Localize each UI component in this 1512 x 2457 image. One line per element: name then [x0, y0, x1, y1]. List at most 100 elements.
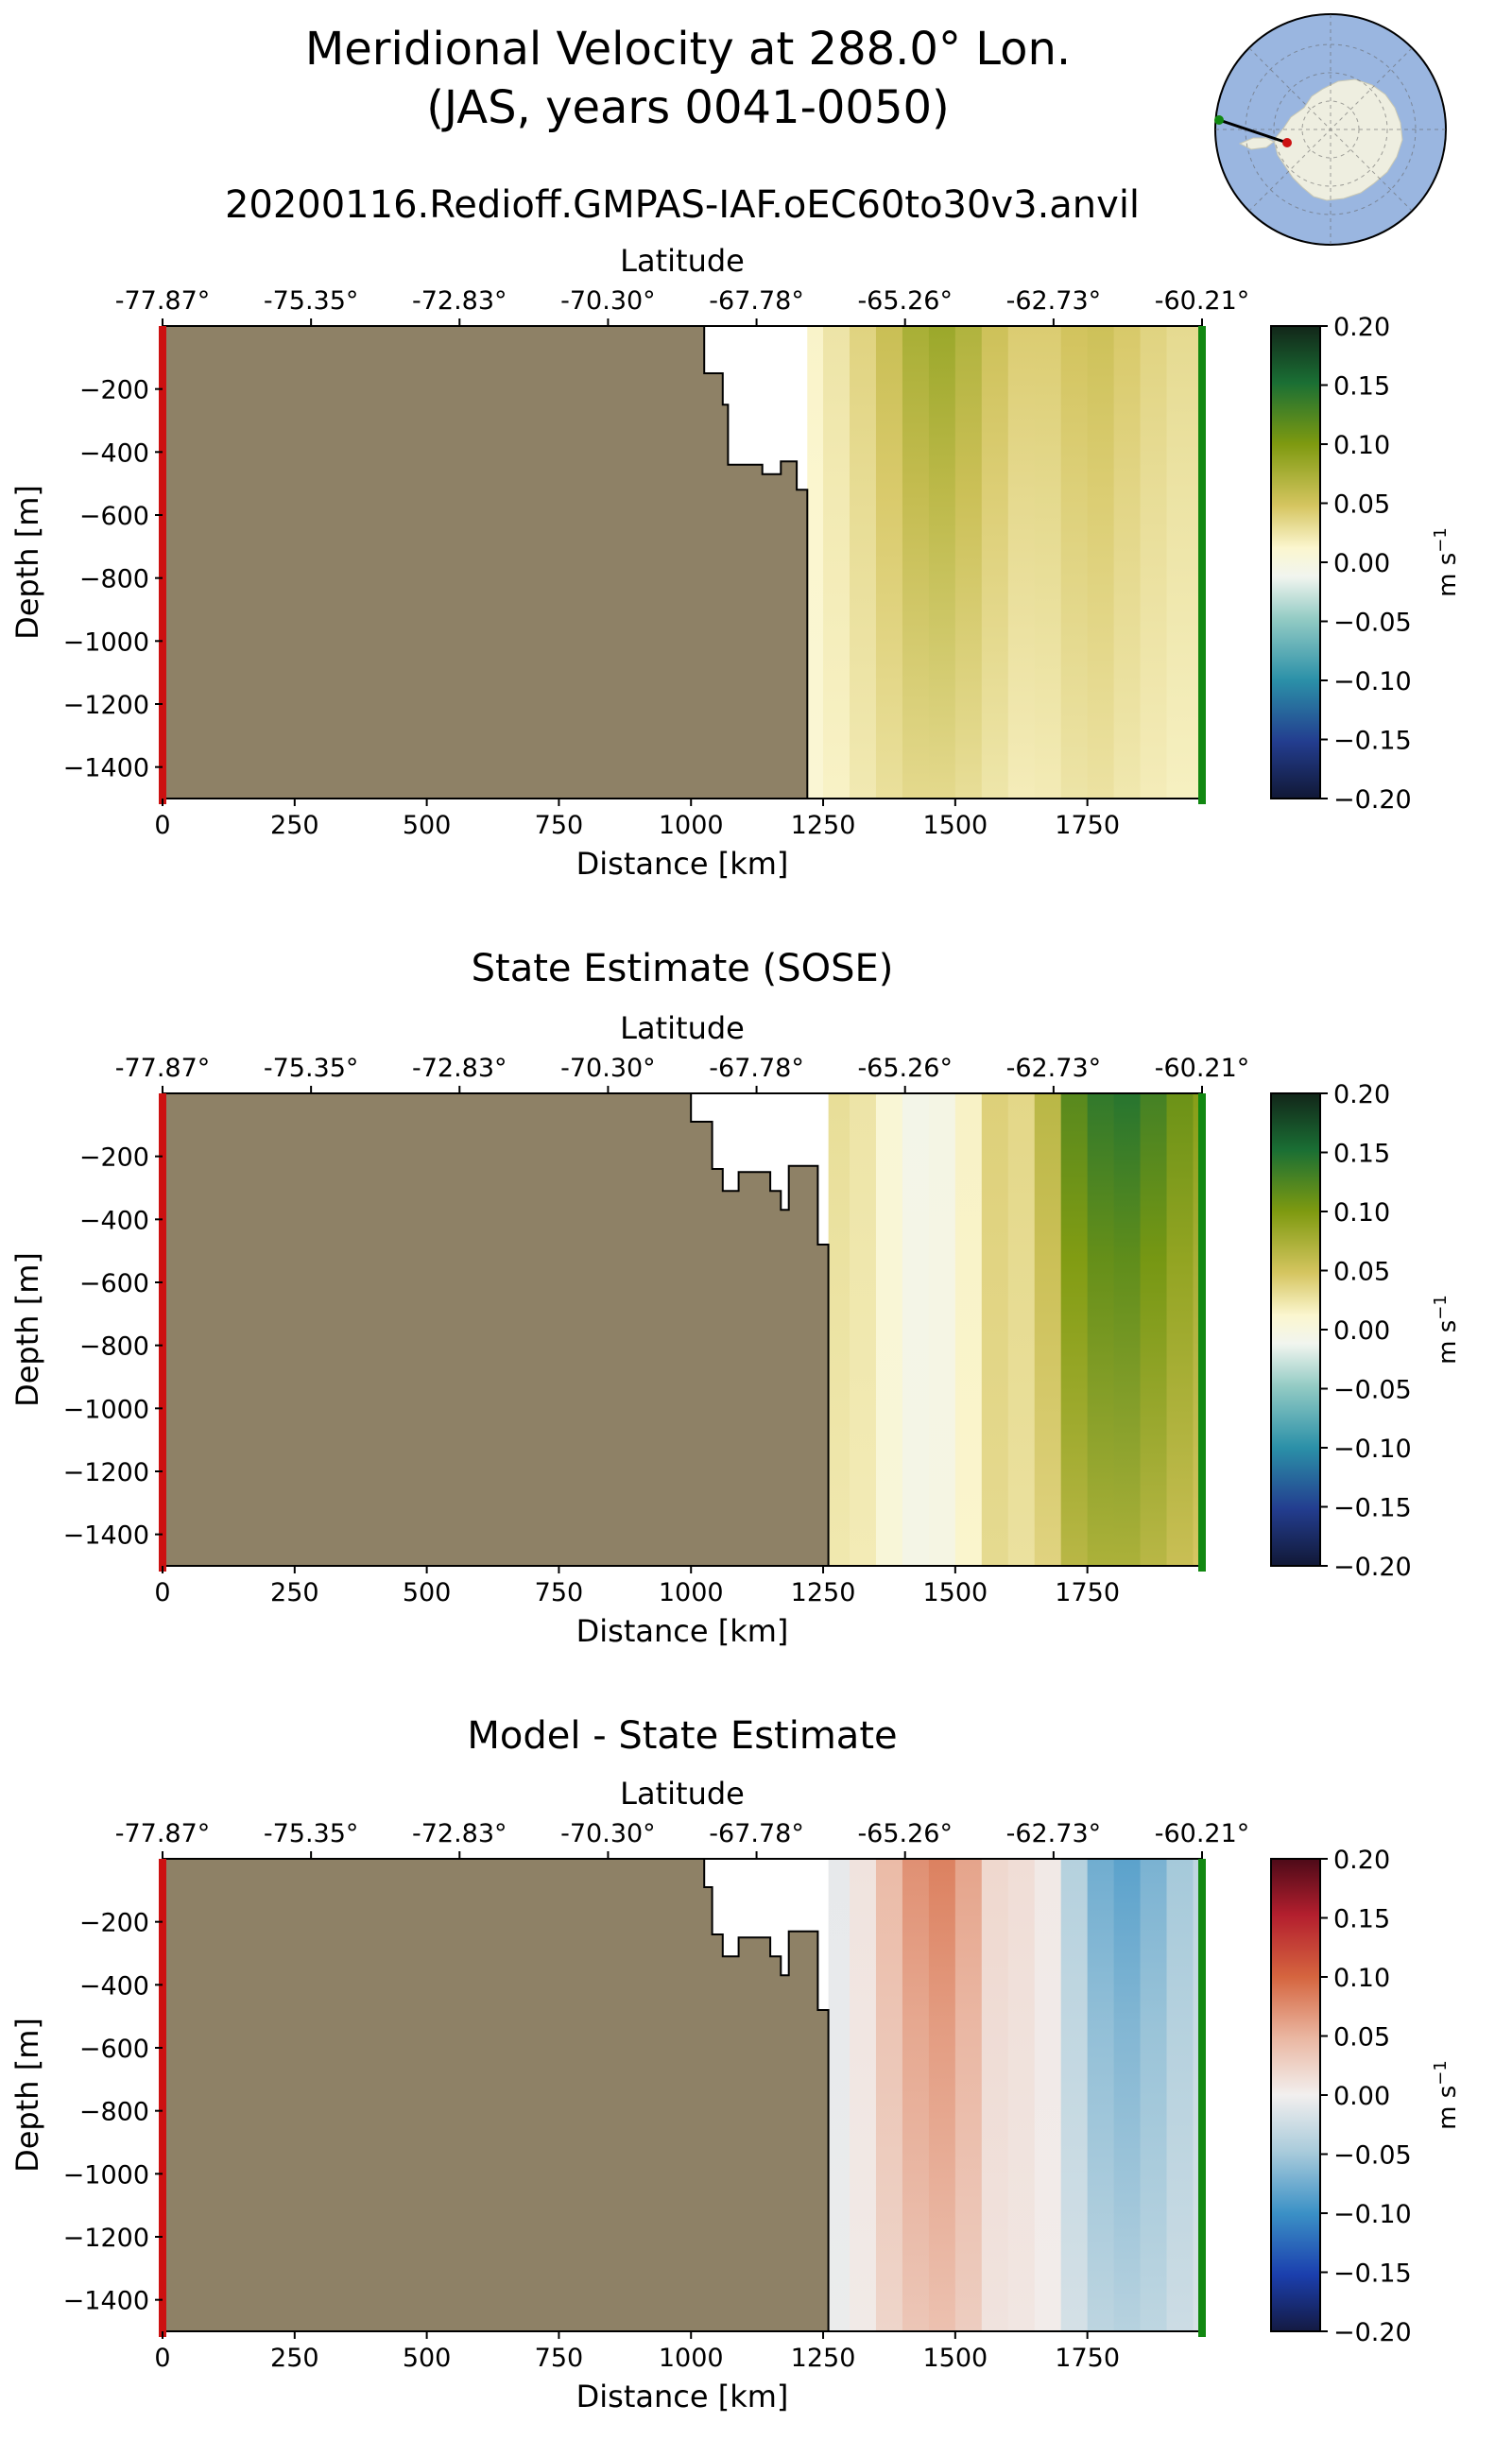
colorbar-tick-label: 0.10 — [1333, 1964, 1390, 1993]
colorbar-tick-label: 0.05 — [1333, 2023, 1390, 2053]
top-axis-label: Latitude — [620, 1776, 745, 1812]
y-tick-label: −1200 — [63, 1458, 149, 1487]
top-tick-label: -62.73° — [1006, 1819, 1102, 1848]
top-tick-label: -72.83° — [412, 1054, 507, 1083]
velocity-column — [1113, 1093, 1142, 1566]
y-axis-label: Depth [m] — [9, 485, 45, 640]
top-tick-label: -77.87° — [115, 286, 211, 316]
colorbar-tick-label: 0.15 — [1333, 372, 1390, 402]
x-tick-label: 1000 — [659, 811, 724, 840]
velocity-column — [1007, 1859, 1036, 2331]
y-tick-label: −1200 — [63, 691, 149, 720]
land-mask — [162, 1858, 830, 2332]
colorbar-label-units: m s — [1434, 1320, 1462, 1365]
x-tick-label: 1750 — [1055, 811, 1120, 840]
velocity-column — [1113, 1859, 1142, 2331]
y-tick-label: −1000 — [63, 1395, 149, 1424]
top-tick-label: -70.30° — [560, 1819, 656, 1848]
panels: 0 250 500 750 1000 1250 1500 1750 Distance [km] -… — [9, 243, 1462, 2414]
colorbar-label: m s−1 — [1431, 1295, 1462, 1365]
colorbar-tick-label: 0.20 — [1333, 1080, 1390, 1109]
x-tick-label: 1500 — [922, 2344, 988, 2373]
colorbar-tick-label: 0.20 — [1333, 1846, 1390, 1875]
x-tick-label: 1500 — [922, 811, 988, 840]
y-tick-label: −200 — [79, 1909, 149, 1938]
velocity-column — [1140, 1093, 1168, 1566]
x-axis-label: Distance [km] — [576, 846, 789, 882]
top-axis-label: Latitude — [620, 1010, 745, 1046]
top-tick-label: -67.78° — [709, 286, 804, 316]
velocity-column — [1087, 1859, 1115, 2331]
y-tick-label: −400 — [79, 438, 149, 468]
y-axis-label: Depth [m] — [9, 2018, 45, 2173]
top-tick-label: -75.35° — [264, 1819, 359, 1848]
velocity-column — [1087, 326, 1115, 799]
velocity-column — [1166, 326, 1203, 799]
top-tick-label: -75.35° — [264, 286, 359, 316]
velocity-column — [807, 326, 825, 799]
velocity-column — [928, 1093, 956, 1566]
x-tick-label: 1500 — [922, 1578, 988, 1607]
y-tick-label: −1400 — [63, 1521, 149, 1551]
top-tick-label: -77.87° — [115, 1054, 211, 1083]
colorbar-label-units: m s — [1434, 553, 1462, 597]
y-tick-label: −800 — [79, 565, 149, 594]
top-tick-label: -60.21° — [1155, 286, 1250, 316]
colorbar-label: m s−1 — [1431, 2060, 1462, 2130]
x-tick-label: 0 — [154, 2344, 170, 2373]
velocity-column — [954, 326, 983, 799]
x-tick-label: 500 — [403, 1578, 452, 1607]
panel-2: State Estimate (SOSE) 0 250 500 750 1000 1250 1… — [9, 947, 1462, 1649]
top-tick-label: -60.21° — [1155, 1819, 1250, 1848]
figure-subtitle: (JAS, years 0041-0050) — [426, 81, 950, 134]
colorbar-tick-label: −0.05 — [1333, 2141, 1412, 2171]
velocity-column — [828, 1093, 850, 1566]
y-tick-label: −600 — [79, 1269, 149, 1298]
x-tick-label: 1750 — [1055, 2344, 1120, 2373]
velocity-column — [1140, 1859, 1168, 2331]
velocity-column — [954, 1093, 983, 1566]
colorbar: 0.20 0.15 0.10 0.05 0.00 −0.05 −0.10 −0.15 −0.20… — [1270, 1080, 1462, 1582]
colorbar-tick-label: −0.15 — [1333, 1494, 1412, 1523]
top-tick-label: -67.78° — [709, 1819, 804, 1848]
x-tick-label: 1000 — [659, 2344, 724, 2373]
colorbar: 0.20 0.15 0.10 0.05 0.00 −0.05 −0.10 −0.15 −0.20… — [1270, 1846, 1462, 2347]
x-tick-label: 500 — [403, 2344, 452, 2373]
top-tick-label: -60.21° — [1155, 1054, 1250, 1083]
velocity-column — [1060, 1093, 1089, 1566]
colorbar-label-exponent: −1 — [1431, 527, 1451, 553]
antarctica-landmass — [1238, 78, 1403, 201]
top-tick-label: -77.87° — [115, 1819, 211, 1848]
y-tick-label: −400 — [79, 1971, 149, 2001]
y-tick-label: −1000 — [63, 627, 149, 657]
colorbar-label: m s−1 — [1431, 527, 1462, 597]
velocity-column — [981, 1093, 1009, 1566]
top-tick-label: -72.83° — [412, 1819, 507, 1848]
panel-title: State Estimate (SOSE) — [472, 947, 894, 990]
colorbar-tick-label: 0.05 — [1333, 1258, 1390, 1287]
colorbar-gradient — [1270, 1092, 1321, 1567]
colorbar-tick-label: 0.15 — [1333, 1140, 1390, 1169]
velocity-column — [954, 1859, 983, 2331]
velocity-column — [928, 1859, 956, 2331]
y-tick-label: −200 — [79, 1143, 149, 1173]
x-axis-label: Distance [km] — [576, 2379, 789, 2414]
colorbar-tick-label: −0.10 — [1333, 1435, 1412, 1464]
y-tick-label: −800 — [79, 1332, 149, 1362]
velocity-column — [1166, 1093, 1194, 1566]
colorbar-tick-label: −0.05 — [1333, 1376, 1412, 1405]
panel-1: 0 250 500 750 1000 1250 1500 1750 Distance [km] -… — [9, 243, 1462, 882]
y-tick-label: −1400 — [63, 2287, 149, 2316]
velocity-column — [981, 1859, 1009, 2331]
top-axis-label: Latitude — [620, 243, 745, 279]
y-axis-label: Depth [m] — [9, 1252, 45, 1407]
colorbar-tick-label: −0.05 — [1333, 609, 1412, 638]
velocity-column — [875, 1093, 903, 1566]
velocity-field — [828, 1093, 1203, 1566]
top-tick-label: -62.73° — [1006, 1054, 1102, 1083]
velocity-column — [1034, 1859, 1062, 2331]
x-tick-label: 500 — [403, 811, 452, 840]
velocity-column — [1034, 1093, 1062, 1566]
colorbar-tick-label: −0.20 — [1333, 2318, 1412, 2347]
